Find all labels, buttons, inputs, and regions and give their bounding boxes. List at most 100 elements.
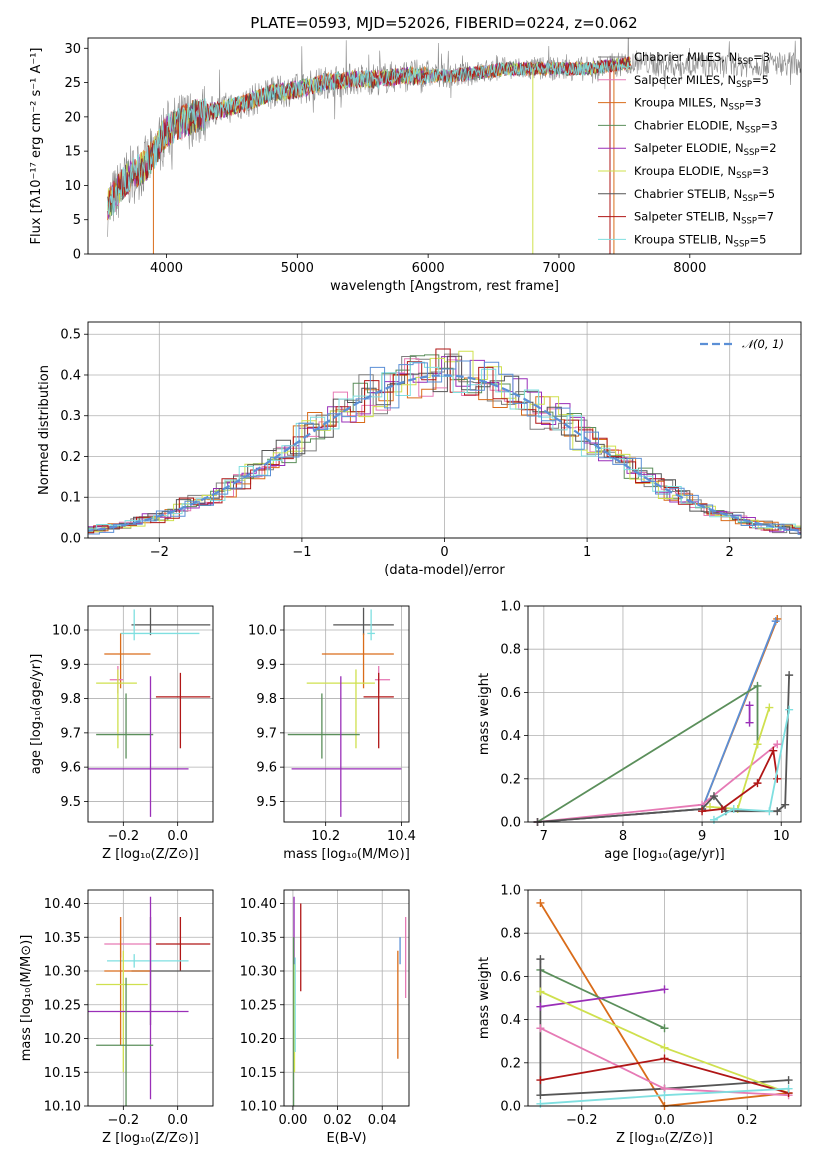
weight-marker <box>660 1024 669 1033</box>
legend-label: Kroupa STELIB, NSSP=5 <box>634 232 766 249</box>
weight-marker <box>536 987 545 996</box>
legend-label: 𝒩(0, 1) <box>742 337 784 351</box>
weight-series <box>540 969 665 1030</box>
data-point <box>155 672 211 749</box>
weight-marker <box>773 774 782 783</box>
weight-marker <box>709 792 718 801</box>
y-tick-label: 9.6 <box>60 761 81 776</box>
weight-marker <box>765 703 774 712</box>
y-axis-label: mass weight <box>477 957 492 1039</box>
y-tick-label: 9.7 <box>256 726 277 741</box>
x-tick-label: 10 <box>773 829 790 844</box>
y-tick-label: 10.0 <box>52 624 81 639</box>
weight-marker <box>660 1043 669 1052</box>
y-tick-label: 20 <box>64 110 81 125</box>
x-tick-label: 0.0 <box>167 829 188 844</box>
y-tick-label: 10.35 <box>240 931 277 946</box>
weight-marker <box>536 898 545 907</box>
y-tick-label: 0.0 <box>60 532 81 547</box>
weight-marker <box>536 1091 545 1100</box>
y-tick-label: 0.6 <box>500 970 521 985</box>
weight-marker <box>698 807 707 816</box>
axes-frame <box>87 889 214 1107</box>
weight-marker <box>660 1091 669 1100</box>
y-tick-label: 10.25 <box>240 998 277 1013</box>
y-tick-label: 0.1 <box>60 491 81 506</box>
weight-marker <box>660 1054 669 1063</box>
y-tick-label: 1.0 <box>500 884 521 899</box>
x-tick-label: −0.2 <box>108 1113 140 1128</box>
y-tick-label: 9.8 <box>256 692 277 707</box>
y-tick-label: 9.7 <box>60 726 81 741</box>
weight-marker <box>785 671 794 680</box>
histogram-series <box>88 361 801 530</box>
weight-series <box>537 675 790 823</box>
weight-marker <box>753 779 762 788</box>
x-tick-label: 0 <box>440 545 448 560</box>
x-tick-label: 8 <box>619 829 627 844</box>
x-axis-label: Z [log₁₀(Z/Z⊙)] <box>616 1131 713 1146</box>
weight-marker <box>773 740 782 749</box>
y-tick-label: 9.5 <box>256 795 277 810</box>
y-tick-label: 0.8 <box>500 643 521 658</box>
y-tick-label: 9.5 <box>60 795 81 810</box>
x-tick-label: 7000 <box>542 261 575 276</box>
axes-spectrum: 4000 5000 6000 7000 8000 0 5 10 15 20 25 30 waveleng… <box>29 37 802 294</box>
y-tick-label: 9.8 <box>60 692 81 707</box>
x-tick-label: 10.4 <box>387 829 416 844</box>
y-tick-label: 0.0 <box>500 1100 521 1115</box>
y-tick-label: 10.40 <box>240 897 277 912</box>
weight-marker <box>784 1076 793 1085</box>
weight-marker <box>745 718 754 727</box>
axes-frame <box>87 605 214 823</box>
gaussian-curve <box>88 374 801 533</box>
data-point <box>120 609 200 641</box>
data-point <box>367 609 375 641</box>
y-tick-label: 10.35 <box>44 931 81 946</box>
data-point <box>96 977 154 1106</box>
x-tick-label: 0.0 <box>654 1113 675 1128</box>
x-axis-label: E(B-V) <box>326 1131 366 1146</box>
legend-label: Salpeter MILES, NSSP=5 <box>634 73 769 90</box>
y-tick-label: 10 <box>64 179 81 194</box>
axes-frame <box>527 605 802 823</box>
weight-series <box>537 620 777 823</box>
y-tick-label: 0.2 <box>500 1056 521 1071</box>
x-tick-label: 9 <box>698 829 706 844</box>
data-point <box>109 666 124 694</box>
y-axis-label: Normed distribution <box>37 365 52 495</box>
axes-mass-weight-vs-Z: −0.2 0.0 0.2 0.0 0.2 0.4 0.6 0.8 1.0 Z [log₁₀(Z/Z… <box>477 884 802 1146</box>
y-tick-label: 25 <box>64 76 81 91</box>
y-tick-label: 10.40 <box>44 897 81 912</box>
weight-marker <box>536 1076 545 1085</box>
weight-marker <box>784 1084 793 1093</box>
data-point <box>155 917 211 971</box>
weight-marker <box>536 1099 545 1108</box>
y-tick-label: 5 <box>73 213 81 228</box>
x-tick-label: 2 <box>726 545 734 560</box>
legend-label: Chabrier STELIB, NSSP=5 <box>634 187 775 204</box>
y-tick-label: 0 <box>73 248 81 263</box>
weight-series <box>713 709 790 821</box>
x-tick-label: 1 <box>583 545 591 560</box>
x-tick-label: −0.2 <box>566 1113 598 1128</box>
y-axis-label: mass weight <box>477 673 492 755</box>
y-tick-label: 0.5 <box>60 328 81 343</box>
spectrum-series <box>107 56 631 215</box>
y-tick-label: 10.10 <box>240 1100 277 1115</box>
data-point <box>291 676 402 817</box>
axes-residuals: −2 −1 0 1 2 0.0 0.1 0.2 0.3 0.4 0.5 (data-model)/er… <box>37 321 802 578</box>
legend-label: Salpeter STELIB, NSSP=7 <box>634 210 774 227</box>
legend-label: Salpeter ELODIE, NSSP=2 <box>634 141 777 158</box>
x-tick-label: 4000 <box>150 261 183 276</box>
x-tick-label: 7 <box>540 829 548 844</box>
data-point <box>333 607 394 636</box>
histogram-series <box>88 355 801 534</box>
data-point <box>321 633 394 689</box>
data-point <box>96 693 154 759</box>
x-tick-label: 0.04 <box>368 1113 397 1128</box>
y-axis-label: age [log₁₀(age/yr)] <box>29 654 44 775</box>
axes-mass-vs-EBV: 0.00 0.02 0.04 10.10 10.15 10.20 10.25 10.30 10.… <box>240 889 410 1146</box>
x-axis-label: mass [log₁₀(M/M⊙)] <box>283 847 410 862</box>
x-tick-label: 10.2 <box>311 829 340 844</box>
